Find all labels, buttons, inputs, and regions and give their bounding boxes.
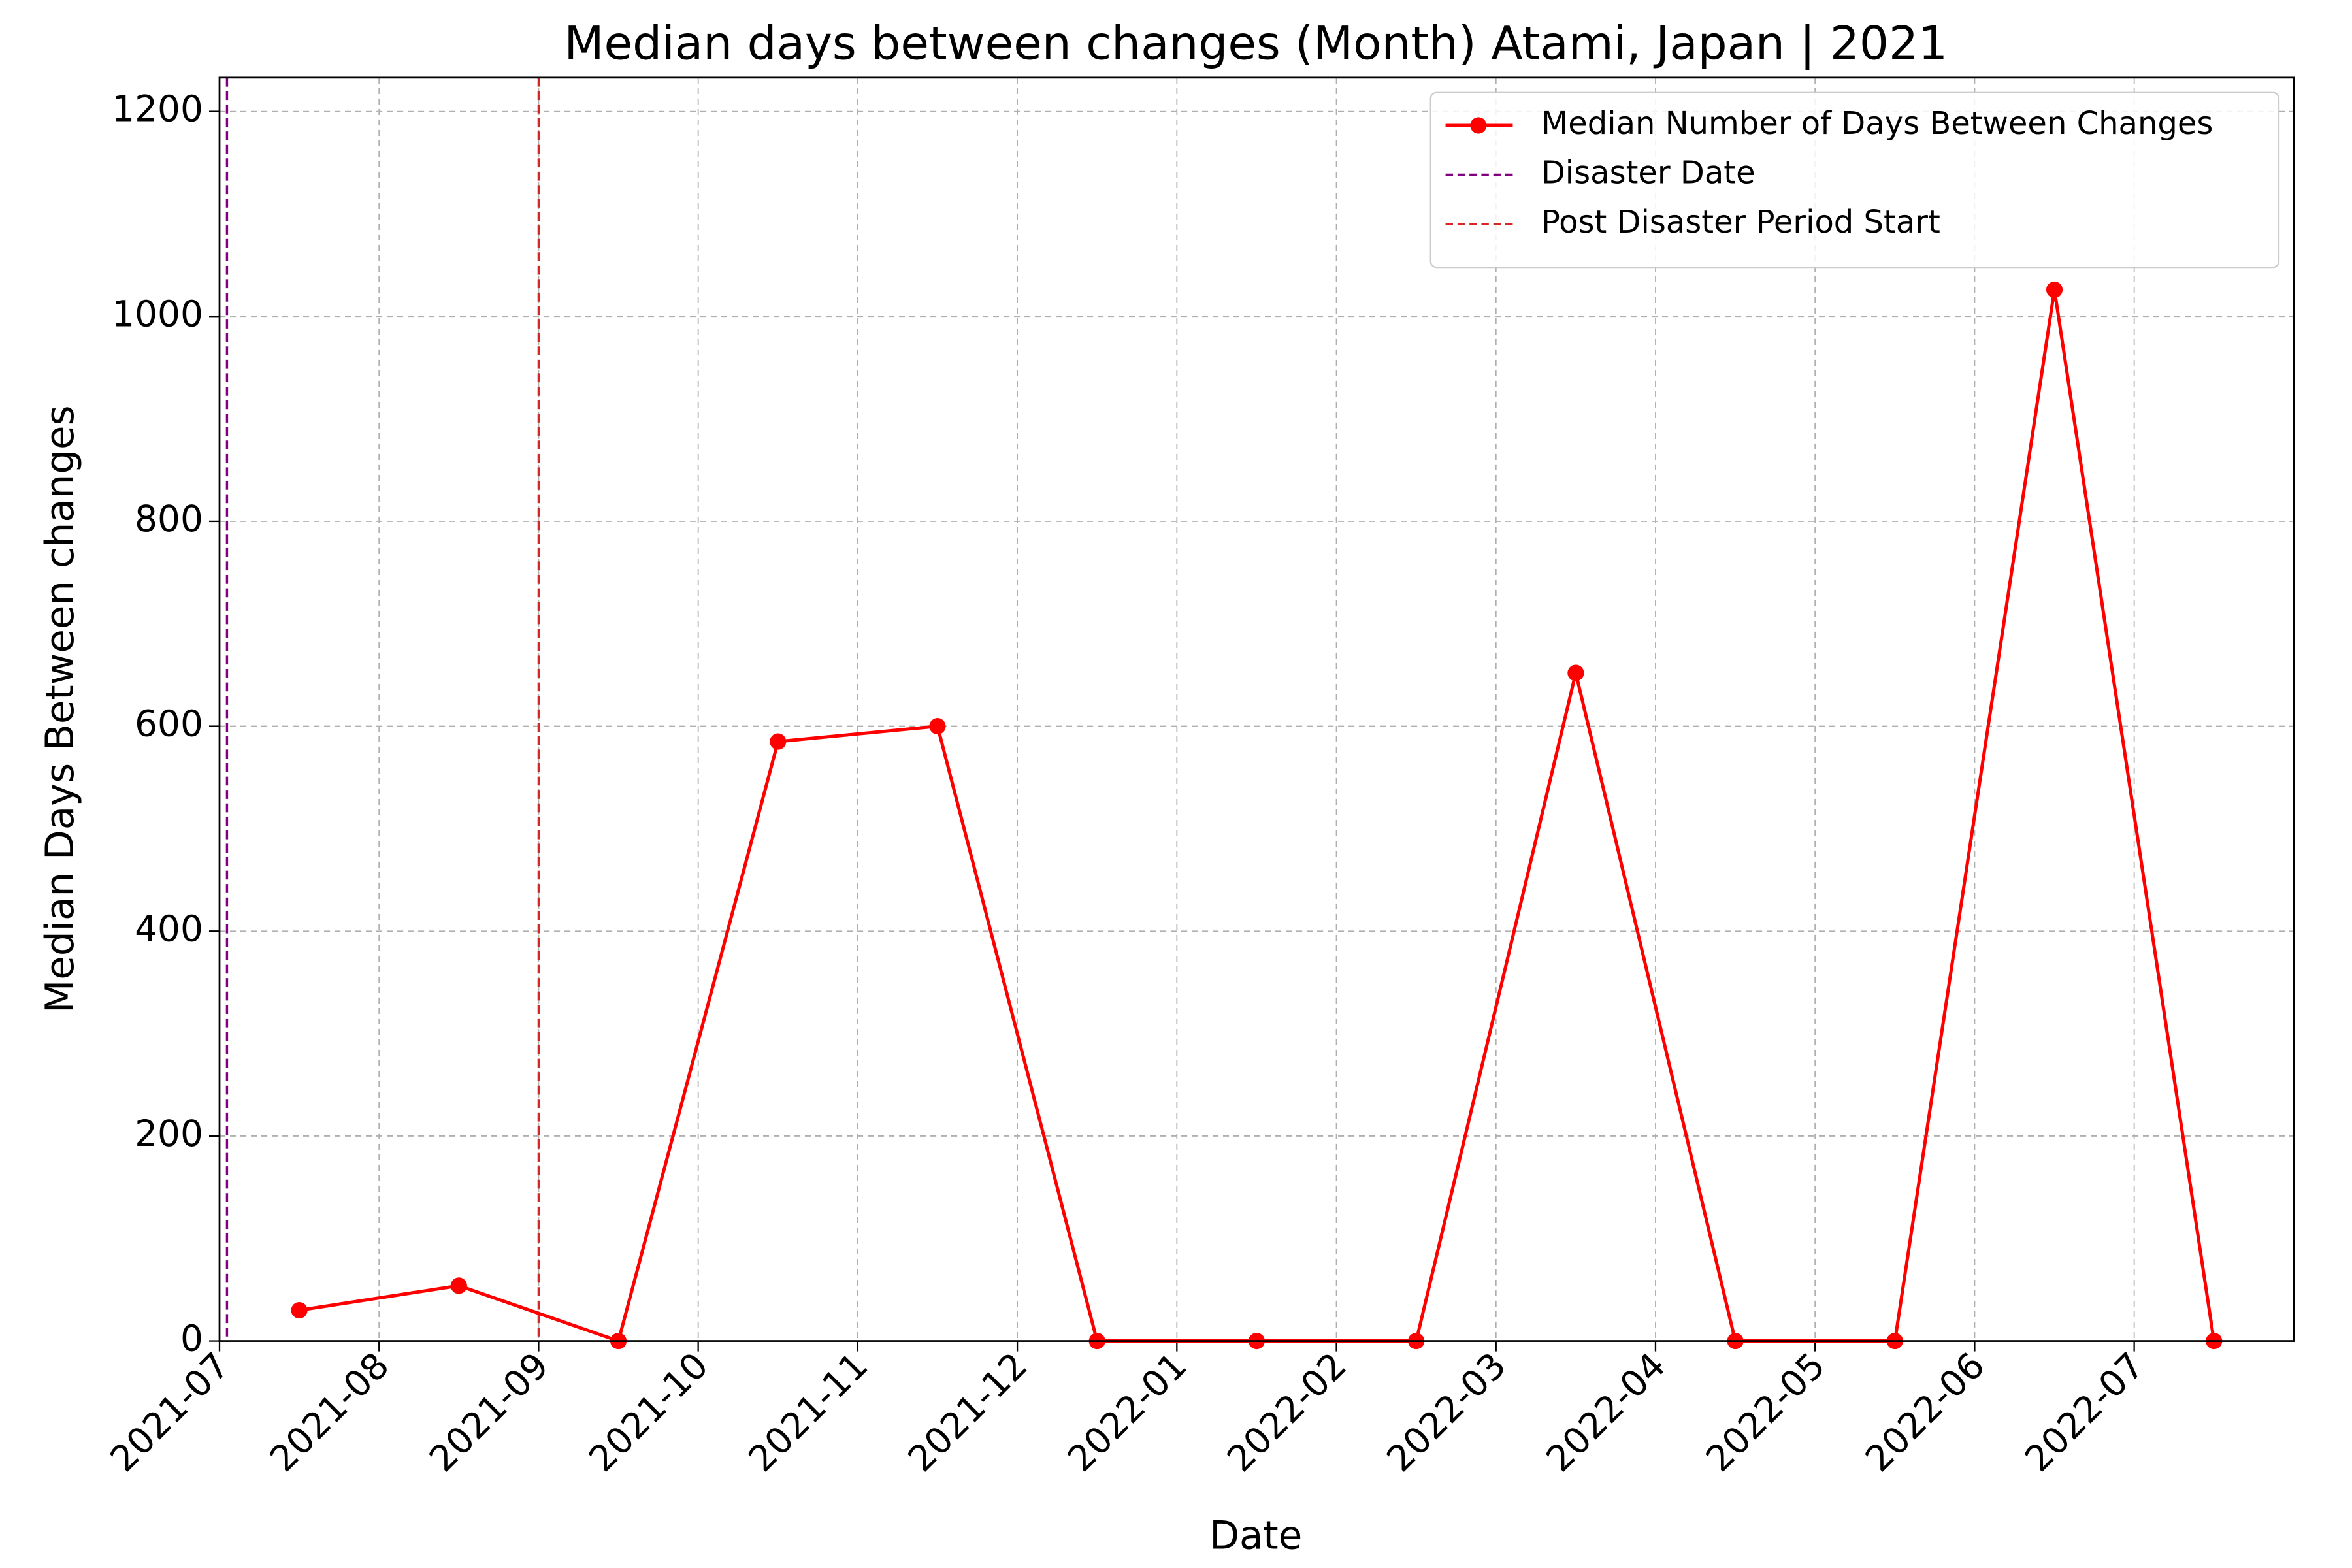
legend-label: Disaster Date [1541, 154, 1756, 191]
plot-frame [218, 76, 2295, 1342]
y-tick-label: 800 [135, 498, 203, 540]
x-axis-label: Date [1209, 1513, 1302, 1558]
y-tick-label: 600 [135, 703, 203, 745]
y-tick-label: 1000 [112, 293, 203, 335]
y-tick-label: 1200 [112, 88, 203, 130]
y-tick-label: 0 [180, 1318, 203, 1360]
legend: Median Number of Days Between Changes Dis… [1429, 91, 2280, 269]
y-axis-label: Median Days Between changes [38, 405, 83, 1013]
legend-box [1429, 91, 2280, 269]
data-point [770, 733, 787, 750]
data-point [1567, 664, 1584, 681]
y-tick-label: 200 [135, 1113, 203, 1154]
data-point [291, 1301, 308, 1319]
legend-label: Post Disaster Period Start [1541, 204, 1940, 240]
data-point [2046, 281, 2063, 299]
data-point [929, 718, 946, 735]
legend-marker [1470, 117, 1487, 134]
y-tick-label: 400 [135, 907, 203, 949]
chart-title: Median days between changes (Month) Atam… [564, 16, 1948, 71]
legend-label: Median Number of Days Between Changes [1541, 105, 2213, 142]
data-point [450, 1277, 467, 1294]
